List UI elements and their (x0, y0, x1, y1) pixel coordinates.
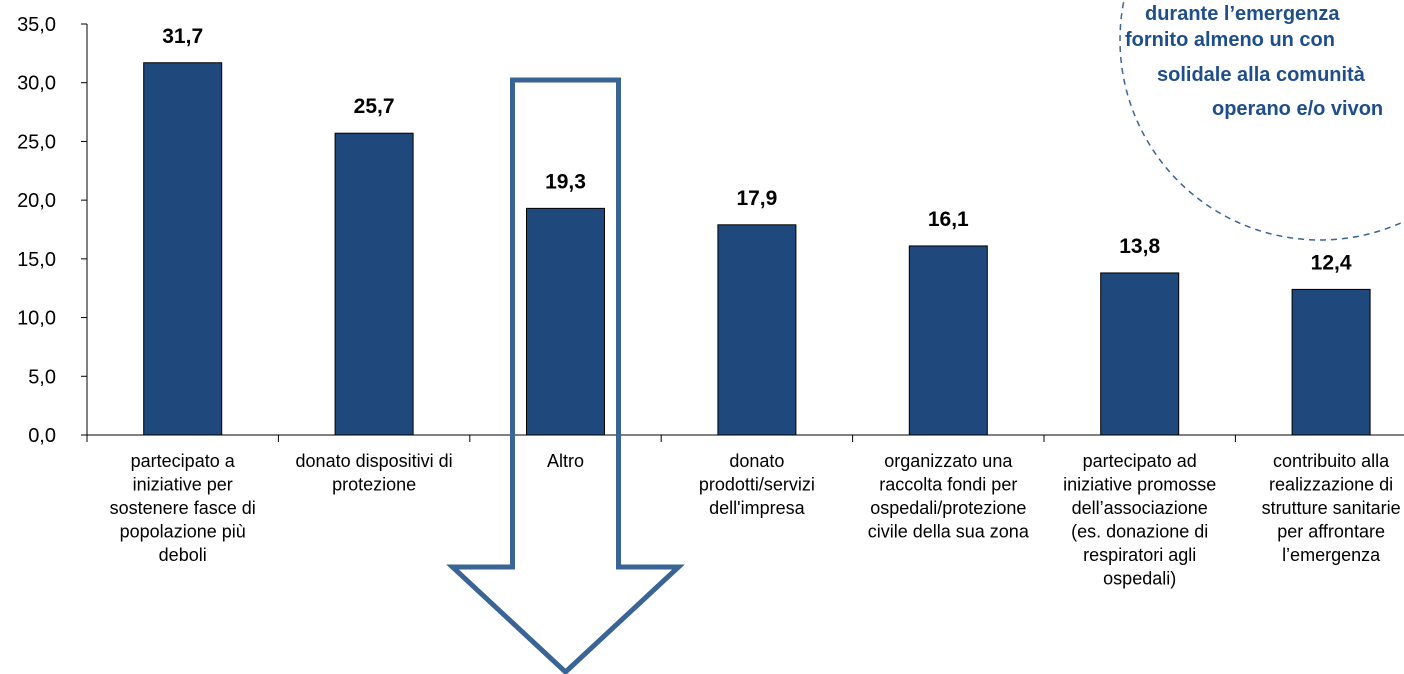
x-tick-label: prodotti/servizi (699, 475, 815, 495)
annotation-text: solidale alla comunità (1157, 64, 1366, 86)
y-tick-label: 20,0 (17, 190, 56, 212)
annotation-circle (1119, 0, 1404, 241)
x-tick-label: iniziative per (133, 475, 233, 495)
y-axis: 0,0 5,0 10,0 15,0 20,0 25,0 30,0 35,0 (17, 14, 88, 447)
bar (143, 62, 223, 436)
bar (908, 245, 988, 436)
x-tick-label: contribuito alla (1273, 451, 1390, 471)
x-tick-label: deboli (159, 545, 207, 565)
x-tick-label: donato dispositivi di (296, 451, 453, 471)
data-label: 25,7 (354, 95, 395, 118)
annotation-text: durante l’emergenza (1145, 3, 1340, 25)
x-tick-label: partecipato a (131, 451, 236, 471)
x-tick-label: per affrontare (1277, 522, 1385, 542)
bar (1100, 272, 1180, 436)
y-tick-label: 0,0 (28, 425, 56, 447)
y-tick-label: 15,0 (17, 249, 56, 271)
y-tick-label: 25,0 (17, 131, 56, 153)
x-tick-label: partecipato ad (1083, 451, 1197, 471)
x-tick-label: ospedali/protezione (870, 498, 1026, 518)
x-tick-label: civile della sua zona (868, 522, 1030, 542)
annotation-text: fornito almeno un con (1125, 29, 1335, 51)
x-tick-label: protezione (332, 475, 416, 495)
x-tick-label: donato (729, 451, 784, 471)
x-tick-label: organizzato una (884, 451, 1013, 471)
x-tick-label: sostenere fasce di (110, 498, 256, 518)
x-tick-label: Altro (547, 451, 584, 471)
x-tick-label: (es. donazione di (1071, 522, 1208, 542)
bar (526, 207, 605, 436)
data-label: 31,7 (162, 25, 203, 48)
annotation-text: operano e/o vivon (1212, 98, 1383, 120)
bar (1291, 288, 1371, 436)
annotation-bubble: durante l’emergenza fornito almeno un con… (1119, 0, 1404, 241)
bar (717, 224, 797, 436)
x-tick-label: strutture sanitarie (1262, 498, 1401, 518)
data-label: 12,4 (1311, 251, 1352, 274)
arrow-outline (446, 77, 685, 674)
data-label: 13,8 (1119, 235, 1160, 258)
data-label: 16,1 (928, 208, 969, 231)
x-tick-label: respiratori agli (1083, 545, 1196, 565)
data-label: 17,9 (736, 187, 777, 210)
y-tick-label: 35,0 (17, 14, 56, 36)
x-tick-label: popolazione più (120, 522, 246, 542)
y-tick-label: 30,0 (17, 73, 56, 95)
x-tick-label: dell'impresa (709, 498, 805, 518)
x-tick-label: iniziative promosse (1063, 475, 1216, 495)
x-tick-label: realizzazione di (1269, 475, 1393, 495)
y-tick-label: 10,0 (17, 308, 56, 330)
x-axis: partecipato a iniziative per sostenere fas… (86, 434, 1404, 589)
x-tick-label: l’emergenza (1282, 545, 1381, 565)
data-label: 19,3 (545, 170, 586, 193)
bar (334, 132, 414, 436)
x-tick-label: dell’associazione (1072, 498, 1208, 518)
highlight-arrow (446, 77, 685, 674)
x-tick-label: ospedali) (1103, 569, 1176, 589)
x-tick-label: raccolta fondi per (879, 475, 1017, 495)
bars: 31,7 25,7 19,3 17,9 16,1 13,8 12,4 (143, 25, 1371, 436)
y-tick-label: 5,0 (28, 366, 56, 388)
